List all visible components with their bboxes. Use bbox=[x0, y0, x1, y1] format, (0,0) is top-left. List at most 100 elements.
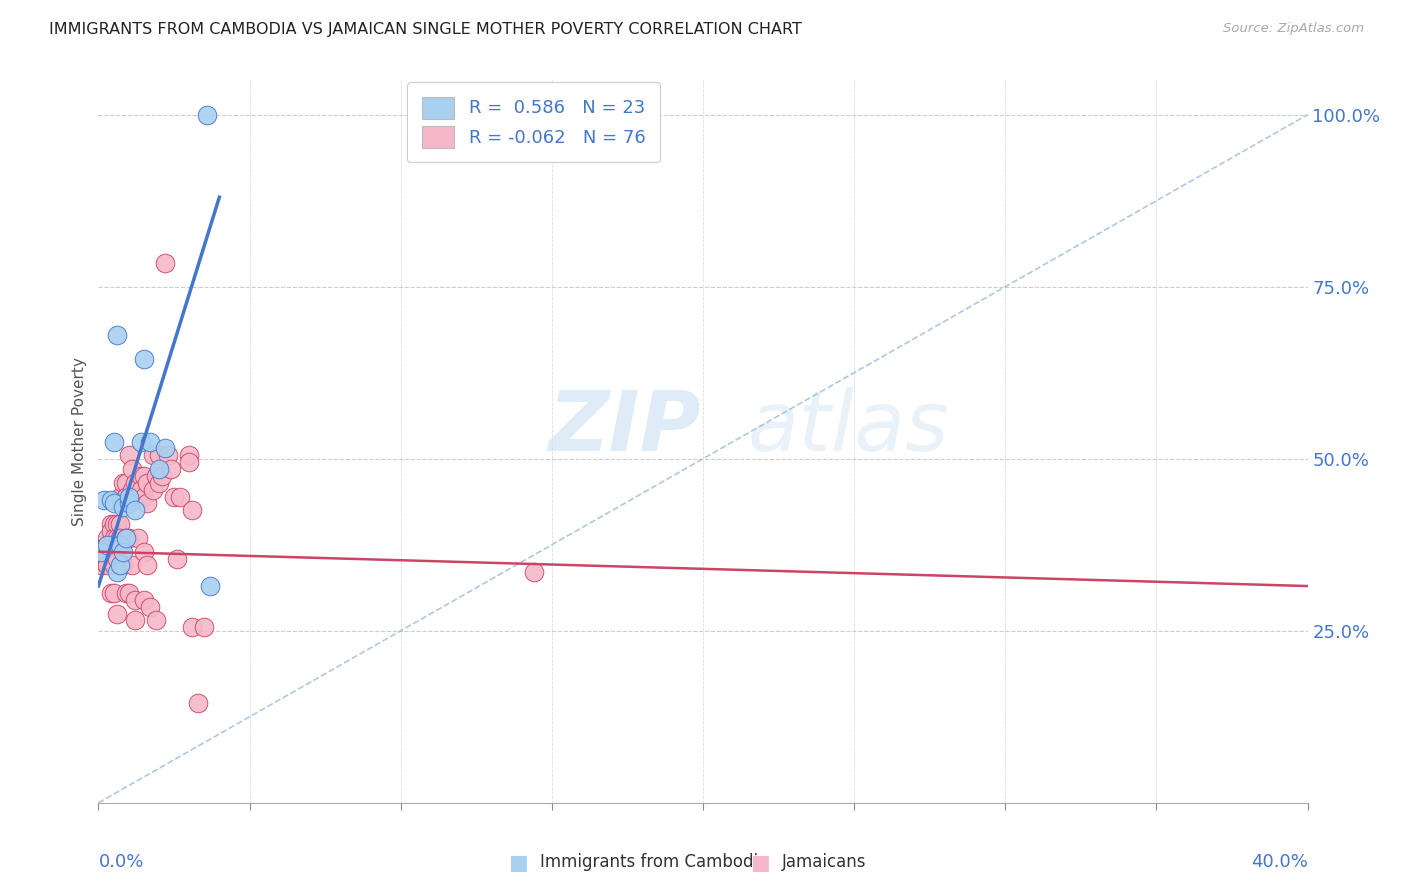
Point bbox=[108, 531, 131, 545]
Point bbox=[139, 599, 162, 614]
Point bbox=[142, 483, 165, 497]
Point bbox=[200, 579, 222, 593]
Point bbox=[124, 490, 146, 504]
Text: Jamaicans: Jamaicans bbox=[782, 854, 866, 871]
Point bbox=[103, 517, 125, 532]
Point bbox=[93, 493, 115, 508]
Point bbox=[118, 496, 141, 510]
Point bbox=[90, 544, 112, 558]
Point bbox=[156, 448, 179, 462]
Point bbox=[166, 551, 188, 566]
Point bbox=[114, 531, 136, 545]
Point bbox=[129, 483, 152, 497]
Point bbox=[118, 531, 141, 545]
Point bbox=[105, 327, 128, 342]
Point bbox=[153, 442, 176, 456]
Point bbox=[108, 558, 131, 573]
Point bbox=[132, 469, 155, 483]
Point bbox=[148, 462, 170, 476]
Point bbox=[100, 538, 122, 552]
Point bbox=[105, 531, 128, 545]
Point bbox=[127, 531, 149, 545]
Point bbox=[108, 490, 131, 504]
Point bbox=[111, 544, 134, 558]
Point bbox=[111, 475, 134, 490]
Point bbox=[93, 555, 115, 569]
Point bbox=[124, 592, 146, 607]
Point bbox=[100, 586, 122, 600]
Point bbox=[118, 586, 141, 600]
Point bbox=[100, 493, 122, 508]
Point bbox=[111, 500, 134, 514]
Point bbox=[139, 434, 162, 449]
Point bbox=[103, 434, 125, 449]
Point bbox=[150, 469, 173, 483]
Point bbox=[100, 517, 122, 532]
Point bbox=[118, 490, 141, 504]
Point bbox=[111, 496, 134, 510]
Point bbox=[90, 558, 112, 573]
Point bbox=[105, 566, 128, 580]
Point bbox=[179, 455, 201, 469]
Point bbox=[153, 255, 176, 269]
Point bbox=[118, 448, 141, 462]
Point bbox=[523, 566, 546, 580]
Point bbox=[111, 558, 134, 573]
Point bbox=[124, 475, 146, 490]
Point bbox=[148, 448, 170, 462]
Point bbox=[103, 558, 125, 573]
Text: ■: ■ bbox=[508, 854, 527, 873]
Point bbox=[114, 586, 136, 600]
Point bbox=[121, 462, 143, 476]
Point bbox=[145, 614, 167, 628]
Point bbox=[114, 490, 136, 504]
Text: 0.0%: 0.0% bbox=[98, 854, 143, 871]
Point bbox=[108, 517, 131, 532]
Point bbox=[90, 538, 112, 552]
Point bbox=[193, 620, 215, 634]
Point bbox=[127, 490, 149, 504]
Point bbox=[132, 351, 155, 366]
Text: ■: ■ bbox=[749, 854, 769, 873]
Point bbox=[160, 462, 183, 476]
Point bbox=[121, 483, 143, 497]
Y-axis label: Single Mother Poverty: Single Mother Poverty bbox=[72, 357, 87, 526]
Point bbox=[124, 503, 146, 517]
Point bbox=[124, 614, 146, 628]
Point bbox=[96, 558, 118, 573]
Point bbox=[179, 448, 201, 462]
Point bbox=[142, 448, 165, 462]
Text: atlas: atlas bbox=[747, 386, 949, 467]
Point bbox=[103, 531, 125, 545]
Point bbox=[96, 551, 118, 566]
Point bbox=[195, 108, 218, 122]
Point bbox=[169, 490, 191, 504]
Point bbox=[135, 496, 157, 510]
Text: ZIP: ZIP bbox=[548, 386, 700, 467]
Point bbox=[108, 538, 131, 552]
Point bbox=[132, 490, 155, 504]
Point bbox=[103, 496, 125, 510]
Text: Source: ZipAtlas.com: Source: ZipAtlas.com bbox=[1223, 22, 1364, 36]
Legend: R =  0.586   N = 23, R = -0.062   N = 76: R = 0.586 N = 23, R = -0.062 N = 76 bbox=[408, 82, 659, 162]
Point bbox=[129, 469, 152, 483]
Point bbox=[114, 475, 136, 490]
Point bbox=[96, 544, 118, 558]
Point bbox=[105, 551, 128, 566]
Point bbox=[181, 620, 204, 634]
Point bbox=[105, 517, 128, 532]
Point bbox=[132, 544, 155, 558]
Point bbox=[93, 541, 115, 556]
Point bbox=[181, 503, 204, 517]
Point bbox=[129, 434, 152, 449]
Point bbox=[135, 558, 157, 573]
Point bbox=[163, 490, 186, 504]
Text: Immigrants from Cambodia: Immigrants from Cambodia bbox=[540, 854, 768, 871]
Point bbox=[96, 538, 118, 552]
Point bbox=[132, 592, 155, 607]
Point bbox=[108, 538, 131, 552]
Point bbox=[100, 524, 122, 538]
Point bbox=[114, 531, 136, 545]
Point bbox=[105, 538, 128, 552]
Point bbox=[103, 538, 125, 552]
